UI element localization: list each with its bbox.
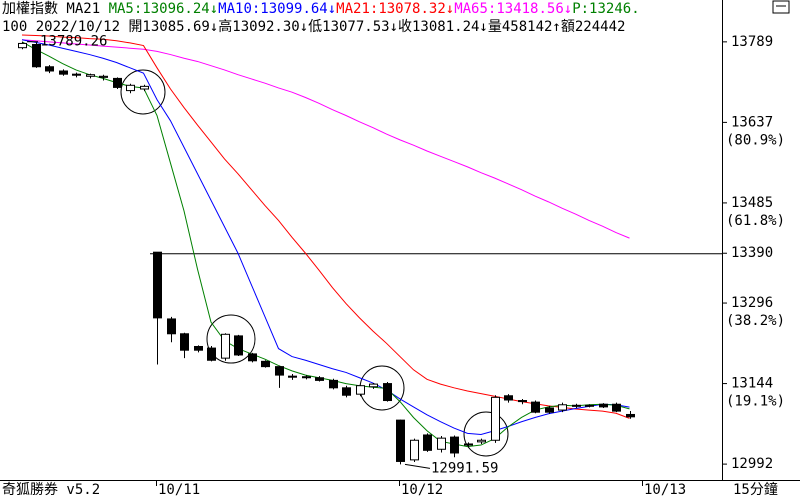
candle-body <box>32 44 41 68</box>
candle-body <box>18 42 27 49</box>
header-segment: P:13246. <box>572 1 639 17</box>
y-tick-label: 13296 <box>731 295 773 311</box>
candle-body <box>531 401 540 413</box>
candle-body <box>491 396 500 441</box>
x-tick-label: 10/11 <box>158 482 200 498</box>
header-segment: 100 2022/10/12 開13085.69↓高13092.30↓低1307… <box>2 18 625 35</box>
highlight-circle <box>206 314 256 364</box>
candle-body <box>585 404 594 407</box>
candle-body <box>221 333 230 359</box>
header-segment: MA21:13078.32↓ <box>336 1 454 17</box>
low-label: 12991.59 <box>431 460 498 476</box>
retracement-label: (38.2%) <box>726 313 785 329</box>
candle-body <box>356 385 365 395</box>
candle-body <box>180 333 189 351</box>
candle-body <box>86 74 95 77</box>
candle-body <box>45 66 54 72</box>
candle-body <box>504 395 513 401</box>
header-segment: MA5:13096.24↓ <box>109 1 219 17</box>
candle-body <box>302 376 311 379</box>
highlight-circle <box>120 69 166 115</box>
y-tick-label: 13637 <box>731 114 773 130</box>
candle-body <box>261 360 270 368</box>
retracement-label: (19.1%) <box>726 394 785 410</box>
candle-body <box>234 335 243 356</box>
candle-body <box>572 404 581 407</box>
candle-body <box>248 353 257 362</box>
retracement-label: (61.8%) <box>726 213 785 229</box>
candle-body <box>99 75 108 78</box>
candle-body <box>558 404 567 411</box>
candle-body <box>369 383 378 388</box>
ma-line <box>21 39 630 435</box>
header-segment: 加權指數 MA21 <box>2 1 109 17</box>
candle-body <box>329 379 338 389</box>
candle-body <box>153 251 162 319</box>
candle-body <box>410 439 419 461</box>
candle-body <box>477 439 486 443</box>
header: 加權指數 MA21 MA5:13096.24↓MA10:13099.64↓MA2… <box>2 1 640 35</box>
candle-body <box>342 387 351 396</box>
candle-body <box>207 347 216 361</box>
y-tick-label: 13789 <box>731 34 773 50</box>
x-tick-label: 10/12 <box>401 482 443 498</box>
x-tick-label: 10/13 <box>644 482 686 498</box>
highlight-circle <box>463 411 509 457</box>
candle-body <box>288 375 297 378</box>
candle-body <box>612 403 621 412</box>
header-line: 100 2022/10/12 開13085.69↓高13092.30↓低1307… <box>2 18 625 35</box>
y-tick-label: 13485 <box>731 195 773 211</box>
ma-line <box>21 39 630 239</box>
y-tick-label: 12992 <box>731 456 773 472</box>
candle-body <box>140 85 149 90</box>
candle-body <box>599 403 608 408</box>
candle-body <box>450 436 459 454</box>
candle-body <box>167 318 176 335</box>
candle-body <box>464 443 473 446</box>
candle-body <box>194 345 203 351</box>
retracement-label: (80.9%) <box>726 132 785 148</box>
candle-body <box>59 70 68 75</box>
candle-body <box>72 73 81 76</box>
ma-line <box>21 41 630 448</box>
candle-body <box>315 377 324 381</box>
candle-body <box>518 400 527 403</box>
candle-body <box>545 407 554 413</box>
candle-body <box>275 366 284 376</box>
low-pointer <box>404 463 431 469</box>
candle-body <box>423 434 432 451</box>
ma-line <box>21 34 630 419</box>
software-label: 奇狐勝券 v5.2 <box>2 481 100 498</box>
window-button[interactable] <box>772 0 790 14</box>
header-segment: MA10:13099.64↓ <box>218 1 336 17</box>
header-segment: MA65:13418.56↓ <box>454 1 572 17</box>
high-label: 13789.26 <box>40 34 107 50</box>
y-tick-label: 13390 <box>731 245 773 261</box>
period-label: 15分鐘 <box>733 481 778 498</box>
candle-body <box>437 437 446 450</box>
header-line: 加權指數 MA21 MA5:13096.24↓MA10:13099.64↓MA2… <box>2 1 640 17</box>
candle-body <box>126 84 135 92</box>
y-tick-label: 13144 <box>731 376 773 392</box>
candle-body <box>626 413 635 418</box>
candle-body <box>383 383 392 402</box>
candle-body <box>396 419 405 462</box>
candle-body <box>113 77 122 88</box>
